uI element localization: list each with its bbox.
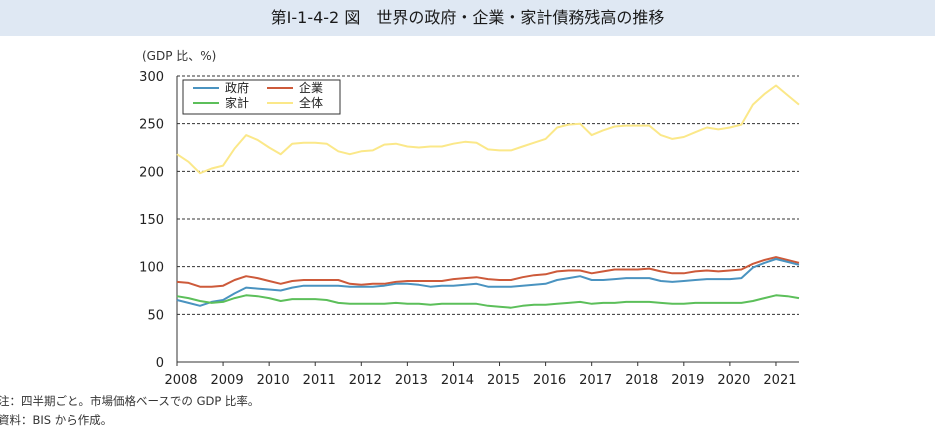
series-line-3 [176, 294, 800, 309]
legend-label: 家計 [225, 95, 249, 110]
y-tick-label: 300 [139, 70, 164, 85]
y-tick-label: 0 [156, 356, 164, 371]
y-tick-label: 200 [139, 165, 164, 180]
series-line-1 [176, 258, 800, 307]
legend-label: 全体 [299, 95, 323, 110]
note-text: 注：四半期ごと。市場価格ベースでの GDP 比率。 [0, 394, 260, 408]
figure-title: 第Ⅰ-1-4-2 図 世界の政府・企業・家計債務残高の推移 [270, 8, 665, 27]
legend-box [182, 79, 341, 115]
x-tick-label: 2019 [671, 373, 704, 388]
x-tick-label: 2012 [349, 373, 382, 388]
legend-label: 企業 [299, 80, 323, 95]
x-tick-label: 2010 [257, 373, 290, 388]
y-axis-unit-label: (GDP 比、%) [142, 49, 217, 63]
x-tick-label: 2014 [441, 373, 474, 388]
x-tick-label: 2011 [303, 373, 336, 388]
source-text: 資料：BIS から作成。 [0, 413, 113, 427]
x-tick-label: 2020 [717, 373, 750, 388]
title-bar [0, 0, 935, 36]
y-tick-label: 250 [139, 118, 164, 133]
x-tick-label: 2013 [395, 373, 428, 388]
y-tick-label: 150 [139, 213, 164, 228]
x-tick-label: 2008 [164, 373, 197, 388]
legend-label: 政府 [225, 80, 249, 95]
x-tick-label: 2015 [487, 373, 520, 388]
x-tick-label: 2016 [533, 373, 566, 388]
series-line-4 [176, 84, 800, 175]
y-tick-label: 100 [139, 261, 164, 276]
series-line-2 [176, 256, 800, 288]
y-tick-label: 50 [147, 308, 164, 323]
x-tick-label: 2009 [211, 373, 244, 388]
x-tick-label: 2021 [763, 373, 796, 388]
x-tick-label: 2018 [625, 373, 658, 388]
x-tick-label: 2017 [579, 373, 612, 388]
